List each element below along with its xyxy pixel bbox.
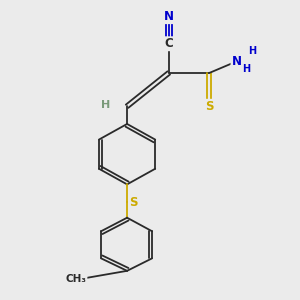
Text: H: H [248, 46, 256, 56]
Text: S: S [129, 196, 138, 208]
Text: S: S [205, 100, 214, 113]
Text: N: N [164, 10, 174, 23]
Text: CH₃: CH₃ [65, 274, 86, 284]
Text: N: N [232, 55, 242, 68]
Text: C: C [164, 37, 173, 50]
Text: H: H [242, 64, 250, 74]
Text: H: H [100, 100, 110, 110]
